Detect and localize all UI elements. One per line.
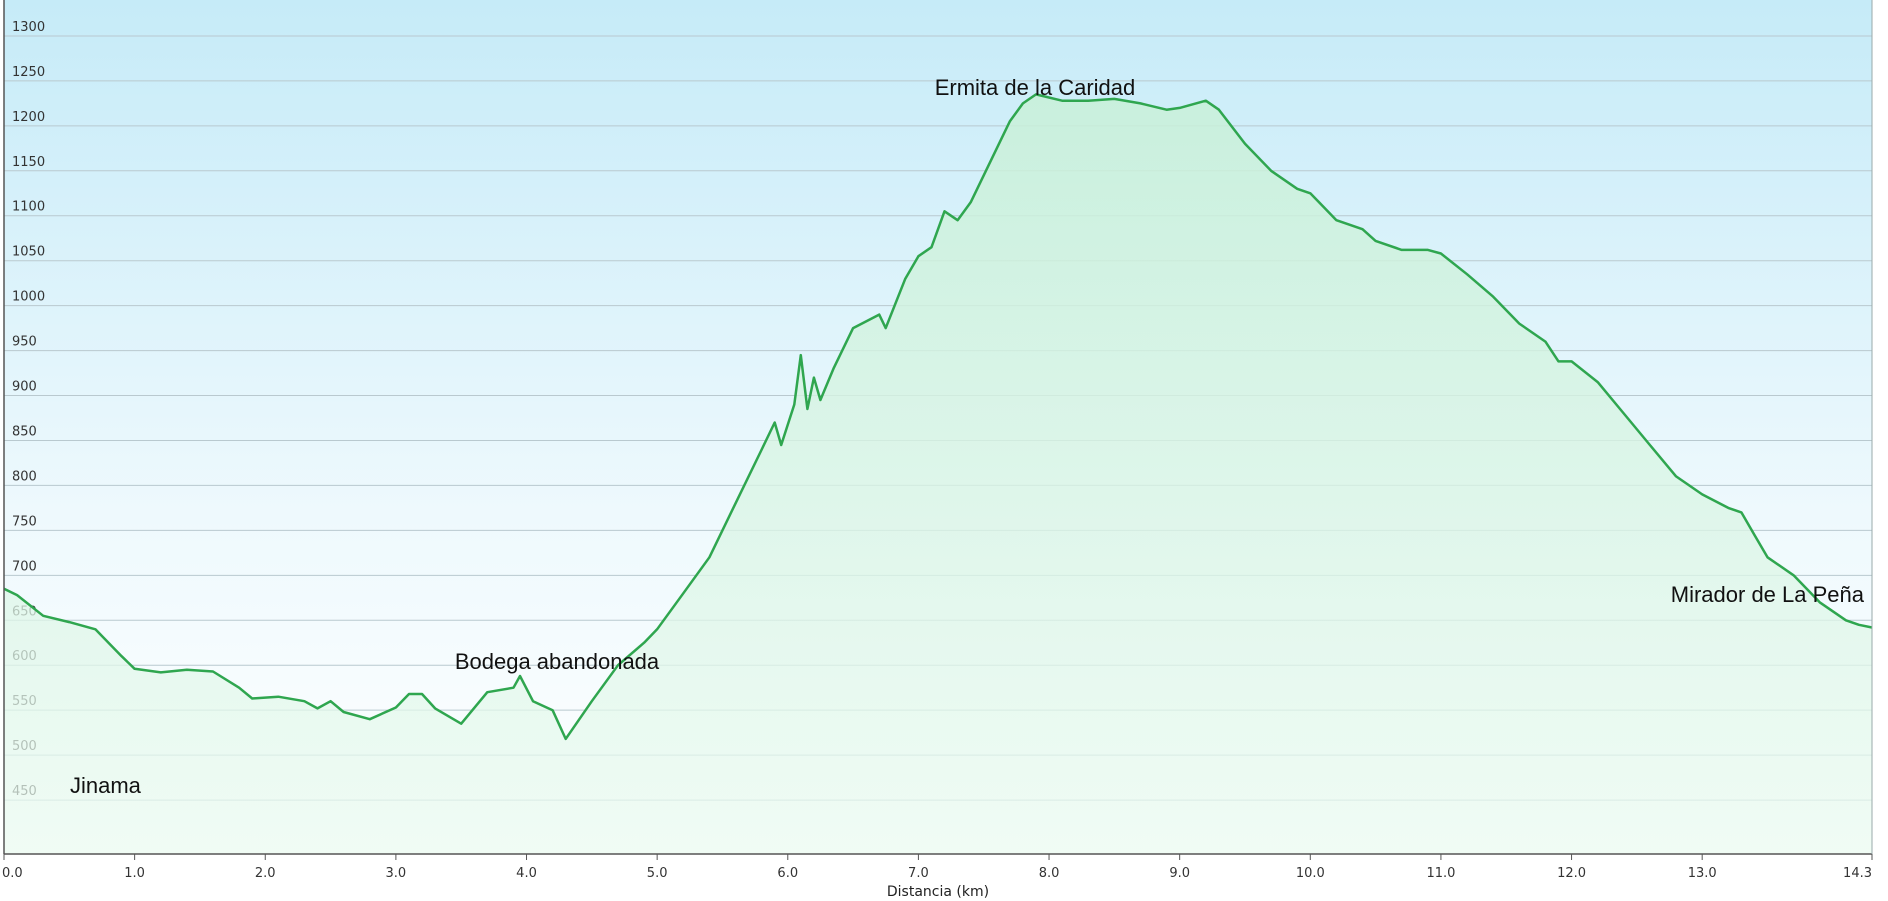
x-tick-label: 14.3 [1843,866,1872,881]
x-tick-label: 9.0 [1169,866,1190,881]
x-tick-label: 1.0 [124,866,145,881]
y-tick-label: 1100 [12,200,45,215]
x-tick-label: 11.0 [1426,866,1455,881]
y-tick-label: 800 [12,469,37,484]
annotation: Mirador de La Peña [1671,582,1865,607]
x-tick-label: 10.0 [1296,866,1325,881]
y-tick-label: 1000 [12,290,45,305]
elevation-line [3,93,1873,741]
x-tick-label: 6.0 [777,866,798,881]
x-tick-label: 0.0 [2,866,23,881]
y-tick-label: 850 [12,424,37,439]
y-tick-label: 1150 [12,155,45,170]
y-tick-label: 1300 [12,20,45,35]
y-tick-label: 900 [12,380,37,395]
x-axis-label: Distancia (km) [887,884,989,900]
y-tick-label: 950 [12,335,37,350]
y-tick-label: 700 [12,559,37,574]
x-tick-label: 2.0 [255,866,276,881]
area-fill [4,94,1872,854]
annotation: Jinama [70,773,142,798]
x-tick-label: 8.0 [1039,866,1060,881]
y-tick-label: 1250 [12,65,45,80]
annotation: Ermita de la Caridad [935,75,1136,100]
y-tick-label: 1200 [12,110,45,125]
x-tick-label: 3.0 [386,866,407,881]
y-tick-label: 750 [12,514,37,529]
x-tick-label: 4.0 [516,866,537,881]
x-tick-label: 7.0 [908,866,929,881]
annotation: Bodega abandonada [455,649,660,674]
x-tick-label: 5.0 [647,866,668,881]
x-tick-label: 12.0 [1557,866,1586,881]
x-tick-label: 13.0 [1688,866,1717,881]
y-tick-label: 1050 [12,245,45,260]
